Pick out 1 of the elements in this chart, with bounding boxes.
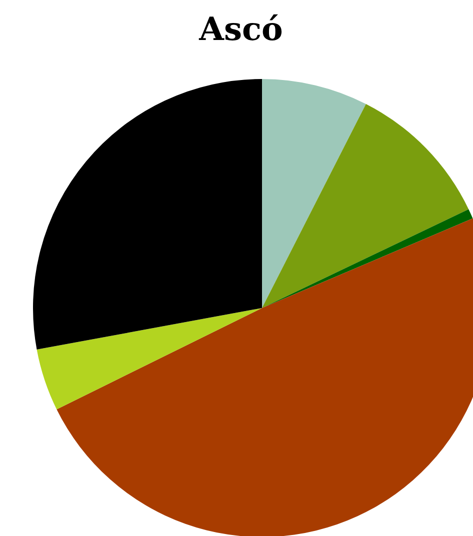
chart-title: Ascó: [198, 10, 284, 48]
